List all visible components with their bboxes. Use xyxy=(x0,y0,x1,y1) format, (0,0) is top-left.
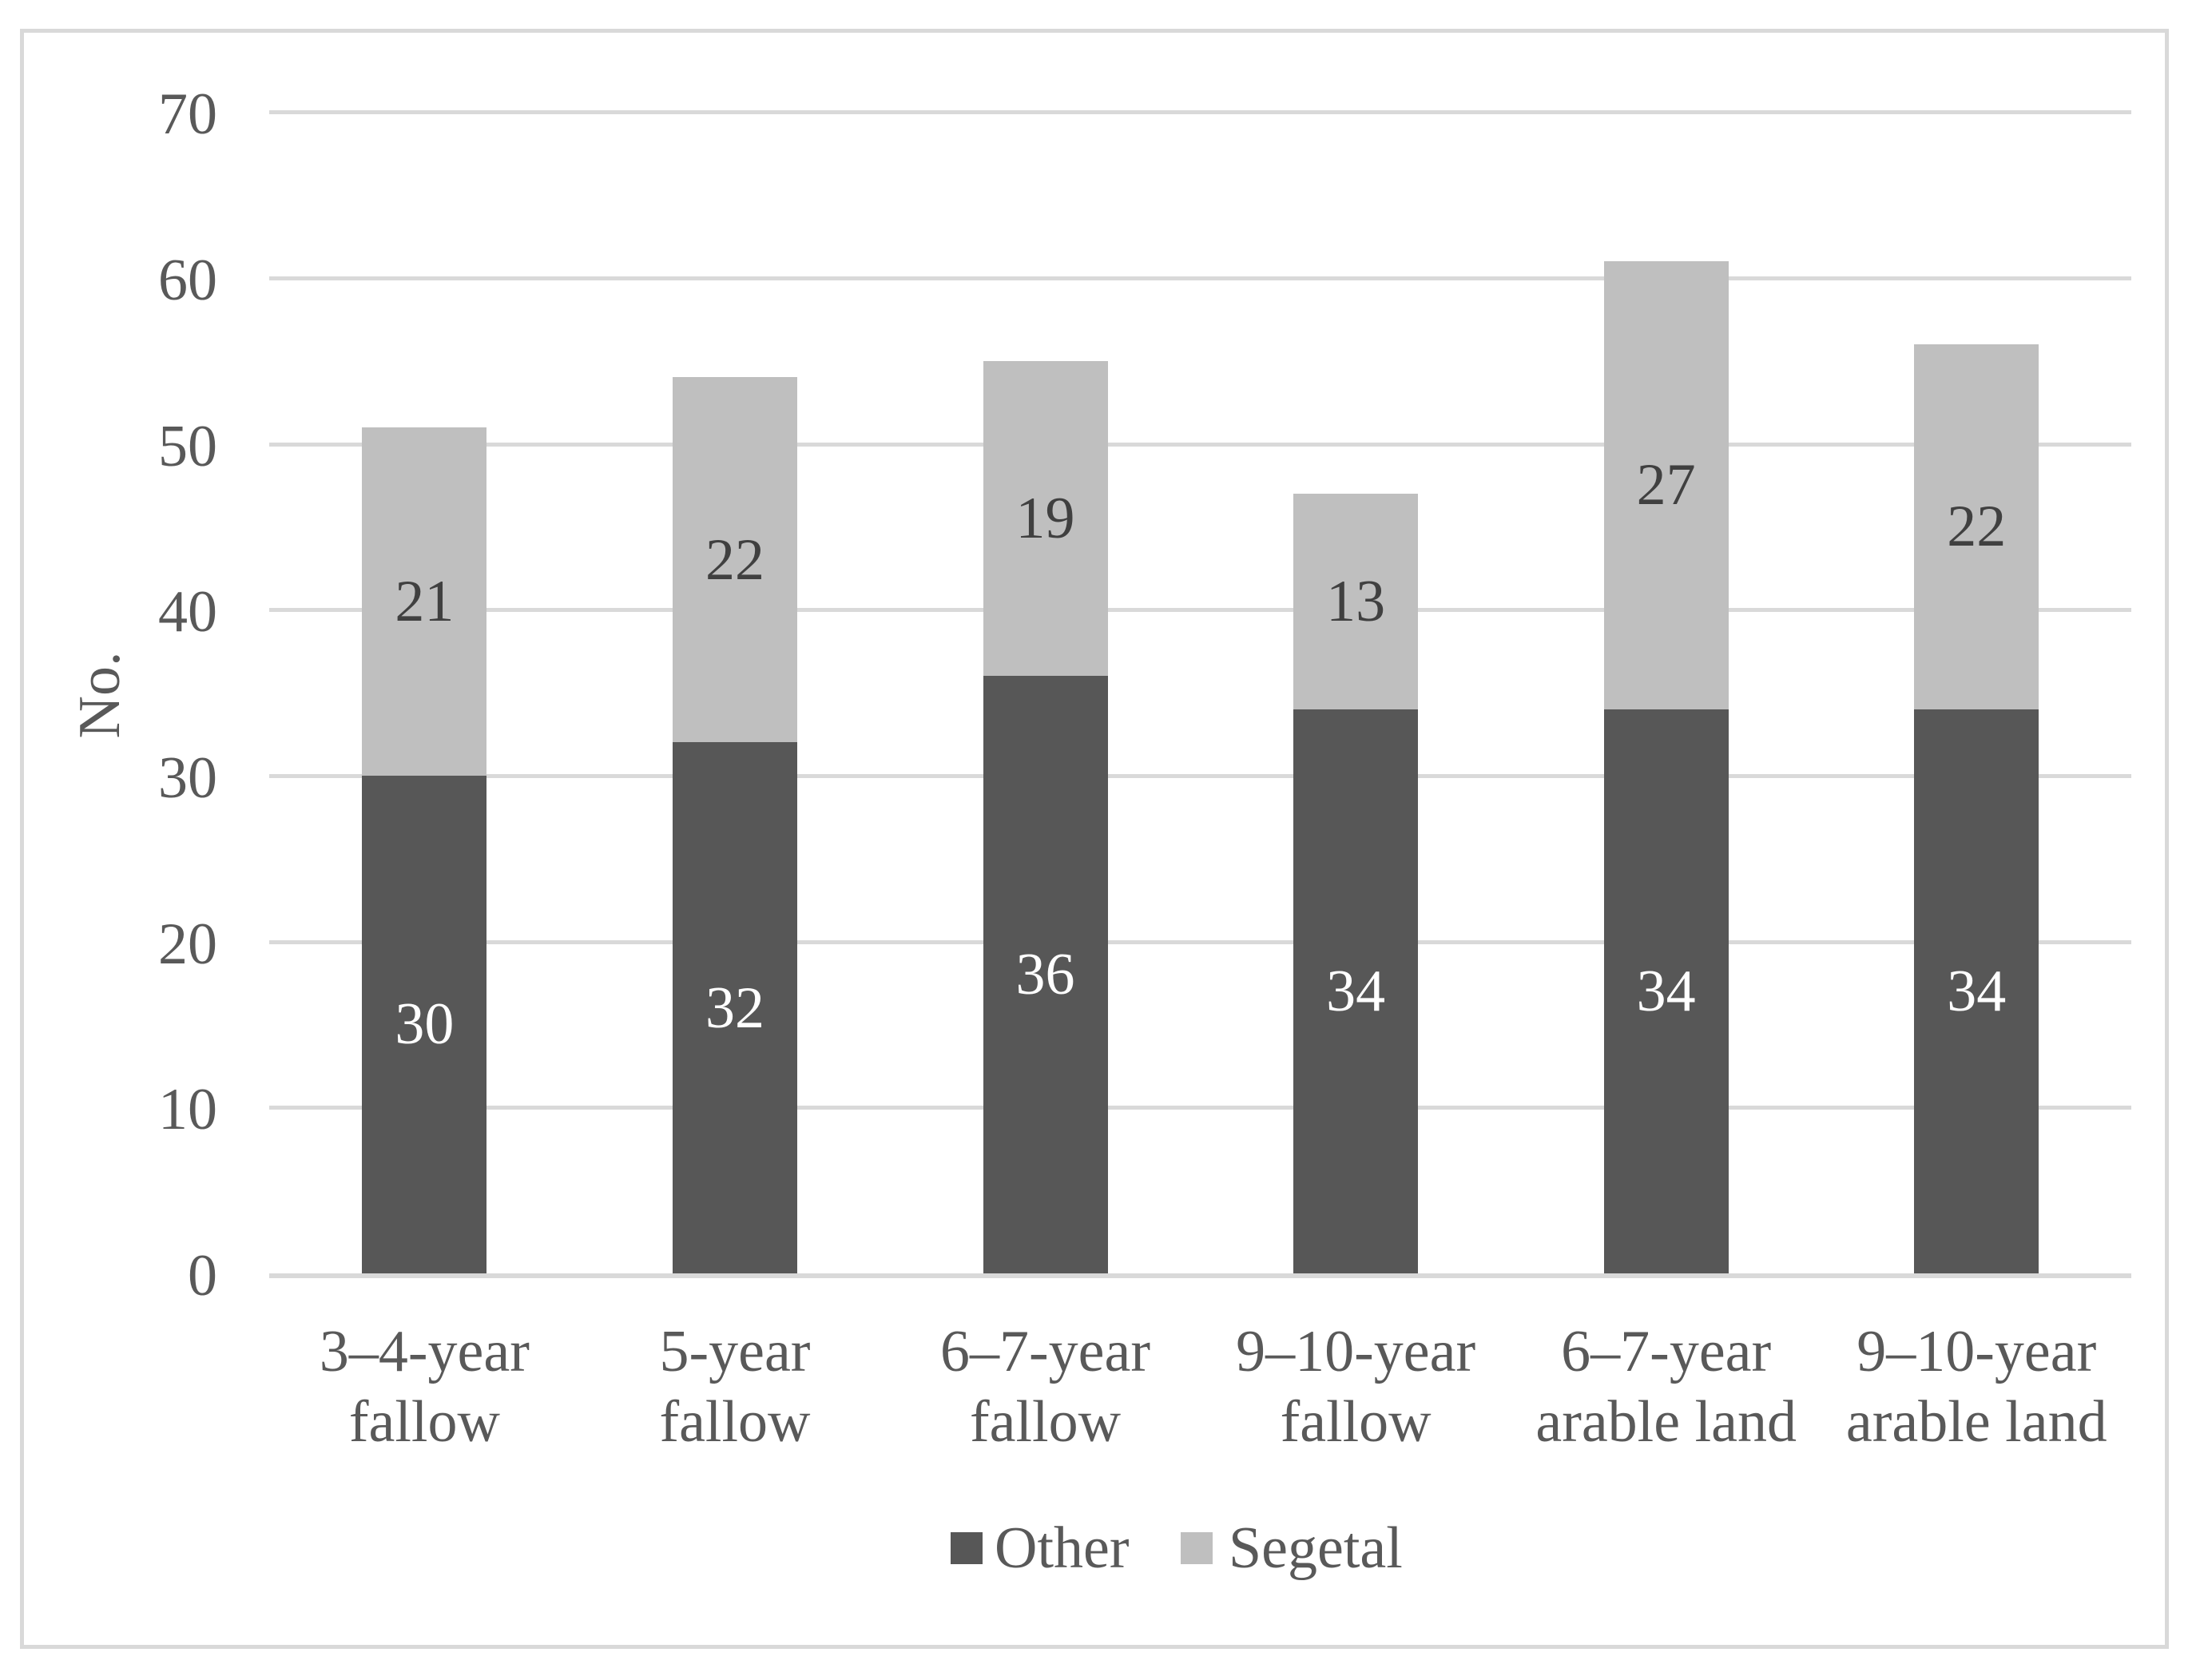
bar-segment-segetal xyxy=(983,360,1108,677)
bar-segment-other xyxy=(672,742,797,1273)
data-label-other: 30 xyxy=(395,991,455,1058)
legend-label-other: Other xyxy=(995,1515,1130,1581)
x-axis-label: 3–4-year fallow xyxy=(224,1317,624,1457)
x-axis-label: 5-year fallow xyxy=(535,1317,935,1457)
x-axis-label-line: 6–7-year xyxy=(940,1319,1151,1384)
y-tick-label: 20 xyxy=(158,911,217,977)
x-axis-label-line: fallow xyxy=(1280,1389,1432,1455)
x-axis-label-line: 5-year xyxy=(659,1319,811,1384)
x-axis-label-line: arable land xyxy=(1535,1389,1797,1455)
data-label-segetal: 22 xyxy=(1947,494,2007,560)
data-label-segetal: 13 xyxy=(1326,568,1386,634)
gridline xyxy=(269,608,2131,613)
x-axis-label: 6–7-year fallow xyxy=(846,1317,1245,1457)
y-tick-label: 50 xyxy=(158,413,217,479)
bar-segment-other xyxy=(362,775,487,1273)
bar-segment-other xyxy=(983,676,1108,1273)
data-label-other: 34 xyxy=(1326,958,1386,1024)
x-axis-label: 6–7-year arable land xyxy=(1467,1317,1866,1457)
gridline xyxy=(269,442,2131,447)
y-tick-label: 0 xyxy=(188,1243,217,1309)
legend-swatch-segetal xyxy=(1181,1532,1213,1564)
gridline xyxy=(269,110,2131,115)
x-axis-label-line: fallow xyxy=(348,1389,500,1455)
gridline xyxy=(269,276,2131,280)
gridline xyxy=(269,1273,2131,1278)
bar-segment-other xyxy=(1603,709,1729,1273)
y-tick-label: 10 xyxy=(158,1077,217,1143)
data-label-segetal: 19 xyxy=(1015,485,1075,551)
gridline xyxy=(269,939,2131,944)
x-axis-label-line: arable land xyxy=(1845,1389,2107,1455)
data-label-segetal: 22 xyxy=(705,526,764,593)
gridline xyxy=(269,773,2131,778)
y-tick-label: 70 xyxy=(158,81,217,148)
bar-segment-segetal xyxy=(672,377,797,743)
data-label-other: 36 xyxy=(1015,942,1075,1008)
gridline xyxy=(269,1106,2131,1110)
bar-segment-segetal xyxy=(1914,344,2039,709)
x-axis-label-line: fallow xyxy=(970,1389,1122,1455)
y-tick-label: 40 xyxy=(158,579,217,645)
x-axis-label-line: 9–10-year xyxy=(1856,1319,2097,1384)
x-axis-label-line: 6–7-year xyxy=(1561,1319,1772,1384)
data-label-other: 32 xyxy=(705,975,764,1041)
legend-swatch-other xyxy=(951,1532,983,1564)
data-label-segetal: 21 xyxy=(395,568,455,634)
bar-segment-segetal xyxy=(1293,493,1419,709)
y-tick-label: 60 xyxy=(158,247,217,313)
x-axis-label-line: fallow xyxy=(659,1389,811,1455)
x-axis-label-line: 3–4-year xyxy=(319,1319,530,1384)
x-axis-label: 9–10-year arable land xyxy=(1777,1317,2176,1457)
y-tick-label: 30 xyxy=(158,745,217,811)
y-axis-title: No. xyxy=(67,651,133,739)
data-label-other: 34 xyxy=(1636,958,1696,1024)
legend-label-segetal: Segetal xyxy=(1229,1515,1403,1581)
data-label-segetal: 27 xyxy=(1636,452,1696,518)
bar-segment-other xyxy=(1914,709,2039,1273)
bar-segment-other xyxy=(1293,709,1419,1273)
x-axis-label: 9–10-year fallow xyxy=(1156,1317,1555,1457)
bar-segment-segetal xyxy=(1603,261,1729,709)
data-label-other: 34 xyxy=(1947,958,2007,1024)
x-axis-label-line: 9–10-year xyxy=(1236,1319,1476,1384)
bar-segment-segetal xyxy=(362,427,487,776)
